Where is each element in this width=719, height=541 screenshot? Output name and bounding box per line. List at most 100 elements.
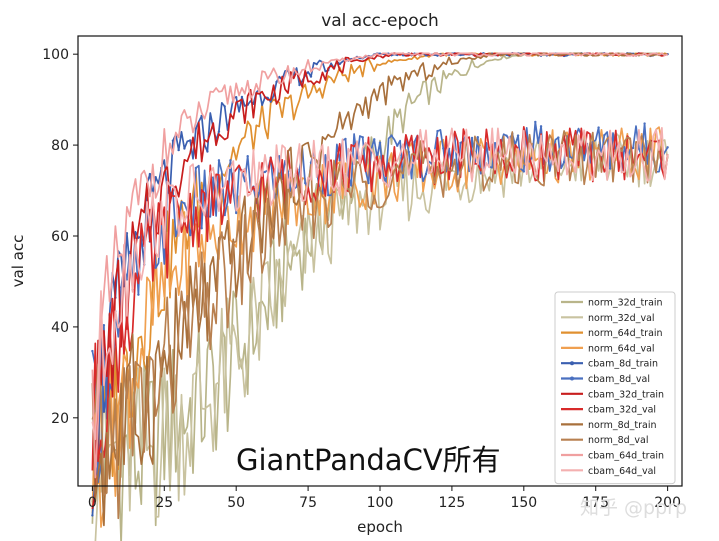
x-tick-label: 150 (510, 495, 537, 511)
legend-label: norm_32d_train (588, 298, 663, 309)
data-point (234, 95, 238, 99)
data-point (217, 130, 221, 133)
legend-label: cbam_32d_train (588, 389, 664, 400)
legend-label: norm_64d_val (588, 343, 655, 354)
data-point (217, 159, 221, 162)
legend-item: norm_8d_train (561, 420, 657, 431)
data-point (442, 147, 445, 150)
legend-marker (570, 361, 574, 366)
data-point (102, 324, 106, 327)
legend-item: norm_32d_train (561, 298, 663, 309)
legend-label: norm_8d_val (588, 435, 648, 446)
data-point (493, 141, 497, 145)
data-point (436, 129, 439, 133)
data-point (361, 136, 364, 139)
data-point (424, 54, 428, 57)
series-line (91, 52, 668, 479)
x-tick-label: 0 (88, 495, 97, 511)
data-point (183, 147, 186, 150)
legend-item: cbam_32d_train (561, 389, 664, 400)
data-point (154, 266, 157, 269)
x-tick-label: 25 (155, 495, 173, 511)
legend-label: norm_32d_val (588, 313, 655, 324)
data-point (125, 278, 129, 281)
legend-item: cbam_64d_train (561, 451, 664, 462)
data-point (234, 211, 238, 215)
data-point (298, 83, 301, 87)
data-point (188, 233, 192, 237)
data-point (269, 100, 272, 103)
data-point (637, 147, 641, 150)
data-point (390, 134, 393, 137)
data-point (568, 155, 572, 158)
data-point (476, 136, 479, 139)
data-point (459, 141, 462, 145)
data-point (603, 134, 606, 137)
legend-label: cbam_64d_train (588, 451, 664, 462)
y-axis: 20 40 60 80 100 (42, 47, 78, 427)
series-cbam_64d_val (91, 127, 669, 441)
x-tick-label: 50 (227, 495, 245, 511)
x-tick-label: 100 (367, 495, 394, 511)
legend-item: norm_8d_val (561, 435, 648, 446)
data-point (102, 410, 106, 413)
data-point (275, 80, 278, 84)
data-point (355, 157, 359, 160)
legend-label: norm_64d_train (588, 328, 663, 339)
legend-label: cbam_32d_val (588, 405, 656, 416)
series-line (91, 126, 669, 471)
data-point (378, 141, 382, 144)
data-point (666, 146, 669, 149)
data-point (206, 150, 209, 153)
data-point (505, 134, 508, 137)
data-point (608, 167, 612, 170)
data-point (522, 170, 526, 173)
x-axis: 0 25 50 75 100 125 150 175 200 (88, 486, 681, 511)
data-point (424, 172, 428, 176)
data-point (516, 134, 520, 137)
legend-item: norm_64d_val (561, 343, 655, 354)
data-point (350, 184, 353, 187)
data-point (539, 125, 543, 128)
data-point (137, 293, 140, 296)
chart-title: val acc-epoch (321, 11, 439, 31)
x-tick-label: 75 (299, 495, 317, 511)
y-tick-label: 60 (51, 229, 69, 245)
legend-item: cbam_64d_val (561, 466, 656, 477)
legend-item: cbam_8d_train (561, 359, 658, 370)
legend-item: norm_32d_val (561, 313, 655, 324)
data-point (246, 155, 249, 158)
data-point (327, 194, 330, 197)
legend-item: cbam_32d_val (561, 405, 656, 416)
data-point (91, 514, 94, 517)
y-tick-label: 40 (51, 320, 69, 336)
x-tick-label: 175 (582, 495, 609, 511)
legend-label: cbam_64d_val (588, 466, 656, 477)
data-point (534, 120, 537, 124)
data-point (367, 181, 370, 185)
data-point (223, 105, 226, 108)
legend-item: norm_64d_train (561, 328, 663, 339)
series-line (91, 130, 669, 520)
data-point (304, 181, 307, 185)
legend-label: cbam_8d_train (588, 359, 658, 370)
legend-label: norm_8d_train (588, 420, 657, 431)
data-point (407, 150, 410, 154)
series-cbam_32d_val (91, 126, 669, 471)
data-point (177, 148, 180, 152)
watermark-main: GiantPandaCV所有 (236, 443, 501, 477)
data-point (470, 136, 474, 140)
data-point (643, 122, 646, 125)
data-point (229, 159, 232, 162)
data-point (200, 227, 203, 230)
data-point (171, 139, 175, 143)
x-tick-label: 125 (439, 495, 466, 511)
watermark-corner: 知乎 @pprp (580, 497, 687, 519)
data-point (631, 146, 635, 150)
data-point (263, 170, 267, 174)
data-point (413, 140, 416, 144)
legend-label: cbam_8d_val (588, 374, 650, 385)
data-point (373, 138, 376, 141)
data-point (154, 176, 157, 179)
